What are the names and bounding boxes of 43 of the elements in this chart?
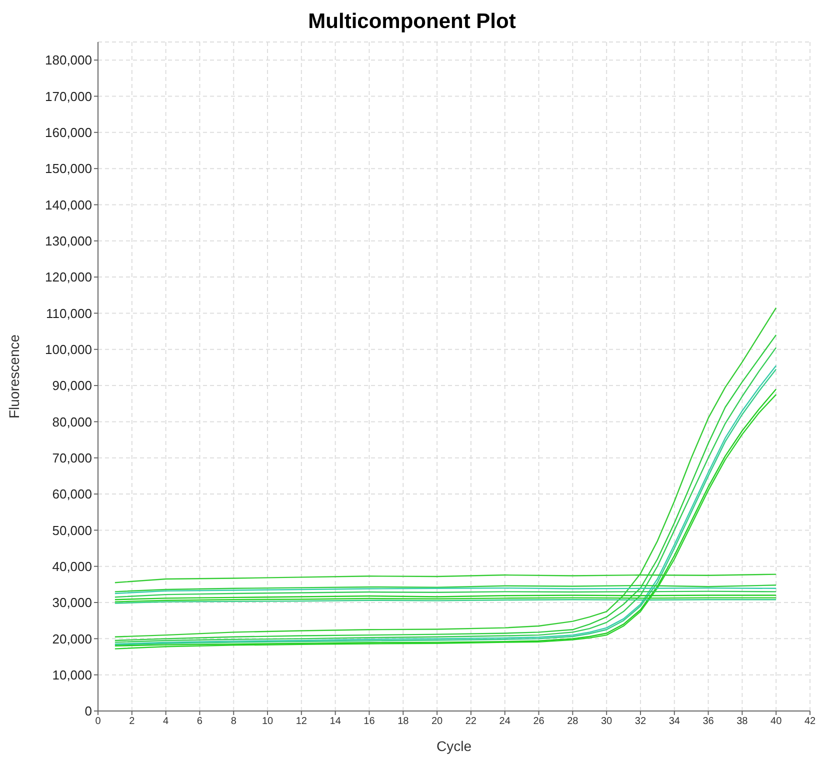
x-tick-label: 2 <box>129 716 136 728</box>
x-tick-label: 12 <box>296 716 308 728</box>
x-tick-label: 38 <box>736 716 748 728</box>
y-tick-label: 170,000 <box>45 88 92 104</box>
x-axis-title: Cycle <box>436 738 472 754</box>
x-tick-label: 6 <box>196 716 203 728</box>
x-tick-label: 24 <box>499 716 511 728</box>
x-tick-label: 22 <box>465 716 477 728</box>
x-tick-label: 20 <box>431 716 444 728</box>
y-axis-title: Fluorescence <box>6 334 22 419</box>
x-tick-label: 40 <box>770 716 782 728</box>
x-tick-label: 16 <box>364 716 376 728</box>
y-tick-label: 40,000 <box>52 558 92 574</box>
y-tick-label: 180,000 <box>45 52 92 68</box>
x-tick-label: 36 <box>702 716 714 728</box>
x-tick-label: 10 <box>262 716 274 728</box>
y-tick-label: 30,000 <box>52 595 92 610</box>
x-tick-label: 34 <box>668 716 680 728</box>
y-tick-label: 160,000 <box>45 125 92 140</box>
x-tick-label: 4 <box>163 716 170 728</box>
y-tick-label: 120,000 <box>45 270 92 285</box>
y-tick-label: 10,000 <box>52 667 92 682</box>
y-tick-label: 110,000 <box>46 306 92 321</box>
x-tick-label: 0 <box>95 716 102 728</box>
x-tick-label: 8 <box>230 716 237 728</box>
y-tick-label: 70,000 <box>52 450 92 466</box>
y-tick-label: 100,000 <box>45 342 92 357</box>
y-tick-label: 90,000 <box>52 378 92 394</box>
x-tick-label: 42 <box>804 716 816 728</box>
x-tick-label: 26 <box>533 716 545 728</box>
y-tick-label: 60,000 <box>52 486 92 502</box>
x-tick-label: 18 <box>398 716 410 728</box>
y-tick-label: 50,000 <box>52 522 92 538</box>
x-tick-label: 32 <box>634 716 646 728</box>
x-tick-label: 28 <box>567 716 579 728</box>
x-tick-label: 30 <box>601 716 613 728</box>
chart-title: Multicomponent Plot <box>307 9 517 35</box>
y-tick-label: 80,000 <box>52 414 92 430</box>
y-tick-label: 140,000 <box>45 197 92 212</box>
y-tick-label: 20,000 <box>52 631 92 646</box>
y-tick-label: 150,000 <box>45 161 92 176</box>
x-tick-label: 14 <box>330 716 342 728</box>
y-tick-label: 130,000 <box>45 234 92 249</box>
